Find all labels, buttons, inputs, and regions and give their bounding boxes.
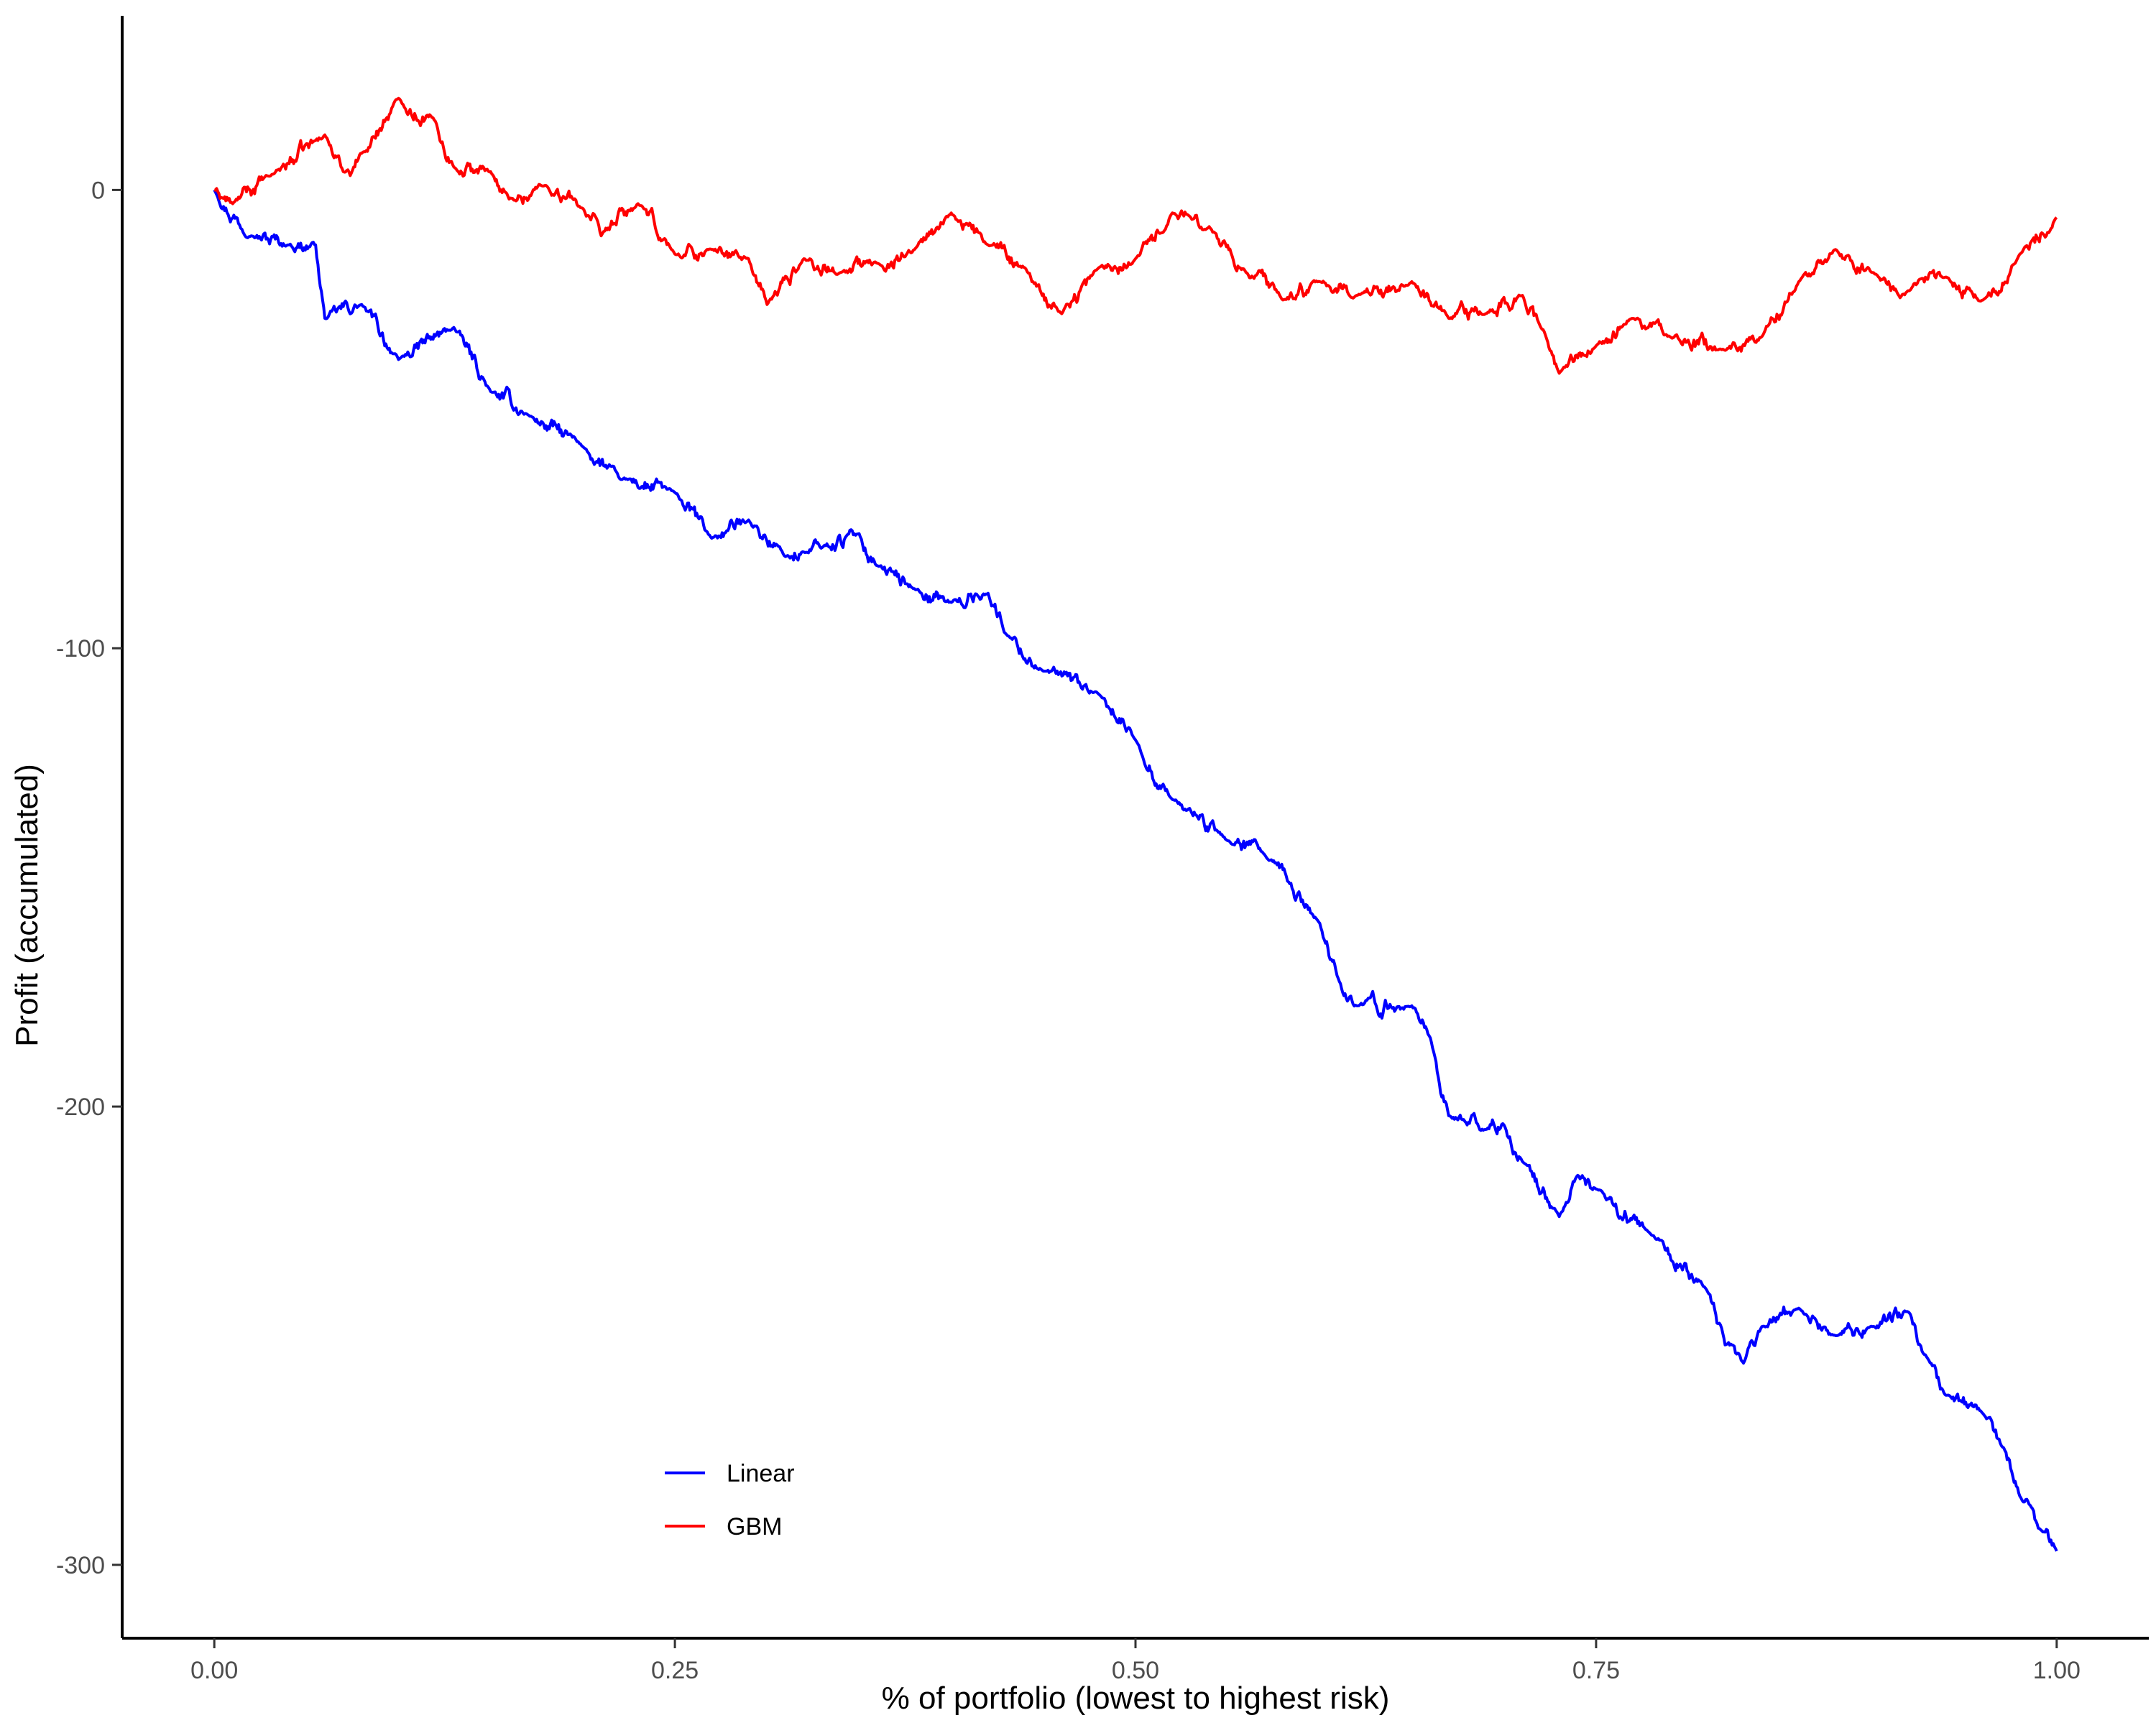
y-axis-ticks: 0 -100 -200 -300 [56, 177, 122, 1579]
y-tick-label: -300 [56, 1552, 105, 1579]
y-tick-label: -100 [56, 635, 105, 662]
legend-label-gbm: GBM [727, 1513, 782, 1540]
x-tick-label: 1.00 [2033, 1657, 2081, 1684]
x-axis-label: % of portfolio (lowest to highest risk) [882, 1681, 1390, 1716]
x-tick-label: 0.00 [190, 1657, 238, 1684]
series-line-gbm [213, 96, 2058, 375]
legend: Linear GBM [665, 1460, 795, 1540]
legend-label-linear: Linear [727, 1460, 795, 1487]
y-tick-label: -200 [56, 1094, 105, 1121]
x-tick-label: 0.75 [1572, 1657, 1620, 1684]
x-tick-label: 0.50 [1112, 1657, 1159, 1684]
x-tick-label: 0.25 [651, 1657, 699, 1684]
series-line-linear [213, 189, 2058, 1552]
y-tick-label: 0 [91, 177, 105, 204]
series-layer [213, 96, 2058, 1552]
x-axis-ticks: 0.00 0.25 0.50 0.75 1.00 [190, 1638, 2081, 1684]
y-axis-label: Profit (accumulated) [9, 764, 45, 1047]
